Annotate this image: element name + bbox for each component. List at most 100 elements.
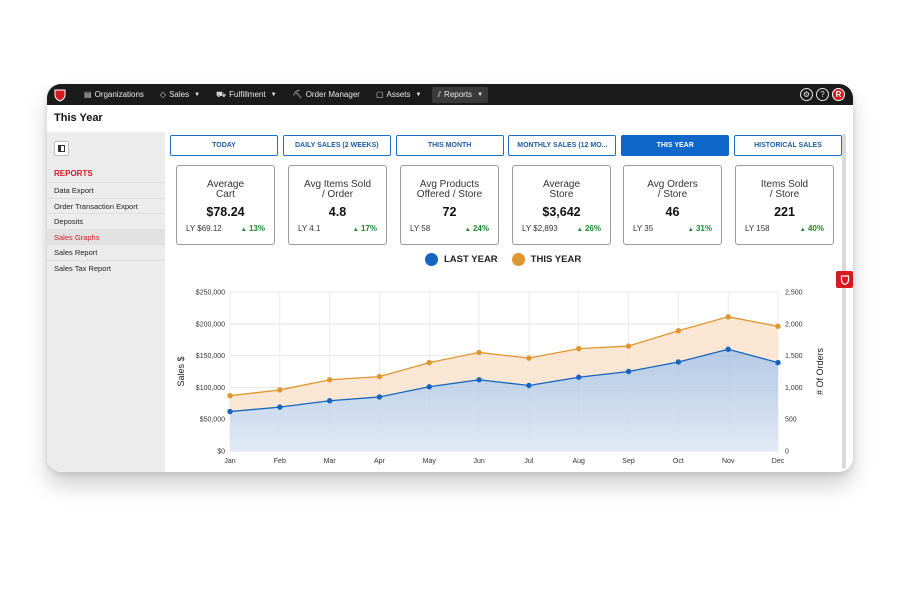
x-tick-label: May: [423, 458, 437, 465]
legend-last-year-swatch: [425, 253, 438, 266]
this-year-line: [229, 316, 779, 397]
this-year-point[interactable]: [625, 343, 632, 349]
sidebar-item-sales-graphs[interactable]: Sales Graphs: [47, 228, 165, 244]
kpi-title-line1: Average: [542, 179, 581, 190]
last-year-point[interactable]: [526, 382, 532, 389]
kpi-change: ▲ 24%: [465, 224, 489, 233]
kpi-title: Average Cart: [177, 180, 274, 199]
kpi-last-year: LY 58: [410, 224, 431, 233]
nav-item-label: Order Manager: [305, 90, 360, 99]
kpi-change-value: 24%: [472, 224, 489, 233]
this-year-point[interactable]: [277, 387, 283, 393]
kpi-change-value: 40%: [807, 224, 824, 233]
last-year-point[interactable]: [326, 398, 333, 404]
kpi-change: ▲ 26%: [577, 224, 601, 233]
last-year-point[interactable]: [376, 394, 383, 400]
tab-2[interactable]: THIS MONTH: [395, 135, 504, 156]
kpi-card: Avg Items Sold / Order 4.8 LY 4.1 ▲ 17%: [288, 165, 387, 245]
x-tick-label: Nov: [722, 458, 735, 465]
kpi-change-value: 13%: [248, 224, 265, 233]
shield-icon: [840, 274, 849, 285]
brand-logo-icon[interactable]: [53, 88, 67, 102]
nav-item-label: Reports: [444, 90, 473, 99]
kpi-change: ▲ 31%: [688, 224, 712, 233]
scrollbar[interactable]: [842, 134, 846, 469]
nav-item-fulfillment[interactable]: ⛟ Fulfillment ▼: [211, 87, 281, 103]
sidebar-item-order-transaction-export[interactable]: Order Transaction Export: [47, 197, 165, 214]
x-tick-label: Aug: [572, 458, 585, 465]
this-year-point[interactable]: [476, 349, 482, 356]
this-year-point[interactable]: [326, 377, 333, 383]
tag-icon: ◇: [159, 90, 167, 99]
kpi-title: Average Store: [513, 180, 610, 199]
x-tick-label: Jun: [473, 458, 484, 465]
settings-gear-icon[interactable]: ⚙: [800, 88, 813, 101]
building-icon: ▤: [84, 90, 92, 99]
top-navigation-bar: ▤ Organizations ◇ Sales ▼ ⛟ Fulfillment ▼ ⛏ Order…: [47, 84, 853, 105]
last-year-point[interactable]: [675, 359, 682, 365]
clipboard-icon: ▢: [375, 90, 384, 99]
last-year-point[interactable]: [476, 377, 482, 383]
x-tick-label: Mar: [324, 458, 337, 465]
kpi-title-line1: Avg Orders: [647, 179, 698, 190]
caret-down-icon: ▼: [270, 91, 277, 98]
legend-last-year-label: LAST YEAR: [444, 254, 498, 265]
feedback-tab[interactable]: [836, 271, 853, 288]
help-icon[interactable]: ?: [816, 88, 829, 101]
kpi-change-value: 26%: [584, 224, 601, 233]
y-tick-label: $0: [217, 449, 225, 456]
sidebar-collapse-button[interactable]: [54, 141, 69, 156]
legend-this-year[interactable]: THIS YEAR: [511, 253, 582, 266]
this-year-point[interactable]: [526, 355, 532, 361]
y-tick-label: $150,000: [196, 353, 225, 360]
kpi-value: $78.24: [206, 205, 245, 219]
cart-icon: ⛏: [292, 90, 303, 99]
this-year-point[interactable]: [426, 359, 432, 366]
sidebar-item-deposits[interactable]: Deposits: [47, 213, 165, 229]
tab-1[interactable]: DAILY SALES (2 WEEKS): [282, 135, 391, 156]
this-year-area: [230, 316, 778, 412]
caret-down-icon: ▼: [477, 91, 484, 98]
last-year-point[interactable]: [576, 374, 582, 380]
kpi-card: Average Cart $78.24 LY $69.12 ▲ 13%: [176, 165, 275, 245]
last-year-line: [229, 348, 779, 413]
x-tick-label: Dec: [772, 458, 785, 465]
last-year-area: [230, 349, 778, 451]
caret-down-icon: ▼: [415, 91, 422, 98]
legend-this-year-label: THIS YEAR: [530, 254, 582, 265]
user-avatar[interactable]: R: [832, 88, 845, 101]
tab-4[interactable]: THIS YEAR: [621, 135, 730, 156]
last-year-point[interactable]: [775, 359, 781, 366]
this-year-point[interactable]: [576, 345, 582, 352]
nav-item-organizations[interactable]: ▤ Organizations: [79, 87, 149, 102]
last-year-point[interactable]: [227, 408, 233, 415]
up-arrow-icon: ▲: [352, 227, 359, 233]
sidebar-item-sales-report[interactable]: Sales Report: [47, 244, 165, 260]
nav-item-label: Organizations: [94, 90, 144, 99]
last-year-point[interactable]: [725, 346, 731, 352]
sidebar-toggle-icon: [58, 145, 65, 152]
sidebar-item-data-export[interactable]: Data Export: [47, 182, 165, 198]
nav-item-order-manager[interactable]: ⛏ Order Manager: [288, 87, 365, 102]
this-year-point[interactable]: [775, 323, 781, 330]
sidebar-item-sales-tax-report[interactable]: Sales Tax Report: [47, 259, 165, 276]
nav-item-assets[interactable]: ▢ Assets ▼: [371, 87, 427, 102]
kpi-last-year: LY 158: [745, 224, 770, 233]
this-year-point[interactable]: [675, 328, 682, 334]
last-year-point[interactable]: [625, 368, 632, 375]
tab-5[interactable]: HISTORICAL SALES: [734, 135, 842, 156]
legend-last-year[interactable]: LAST YEAR: [425, 253, 498, 266]
nav-item-label: Sales: [169, 90, 190, 99]
sidebar-heading: REPORTS: [54, 169, 93, 178]
last-year-point[interactable]: [277, 404, 283, 410]
nav-item-sales[interactable]: ◇ Sales ▼: [155, 87, 205, 102]
this-year-point[interactable]: [227, 392, 233, 399]
kpi-last-year: LY $69.12: [186, 224, 222, 233]
tab-3[interactable]: MONTHLY SALES (12 MO...: [508, 135, 617, 156]
this-year-point[interactable]: [376, 373, 383, 380]
kpi-title: Items Sold / Store: [736, 180, 833, 199]
last-year-point[interactable]: [426, 384, 432, 390]
nav-item-reports[interactable]: ⫽ Reports ▼: [432, 86, 489, 103]
tab-0[interactable]: TODAY: [170, 135, 278, 156]
this-year-point[interactable]: [725, 314, 731, 320]
